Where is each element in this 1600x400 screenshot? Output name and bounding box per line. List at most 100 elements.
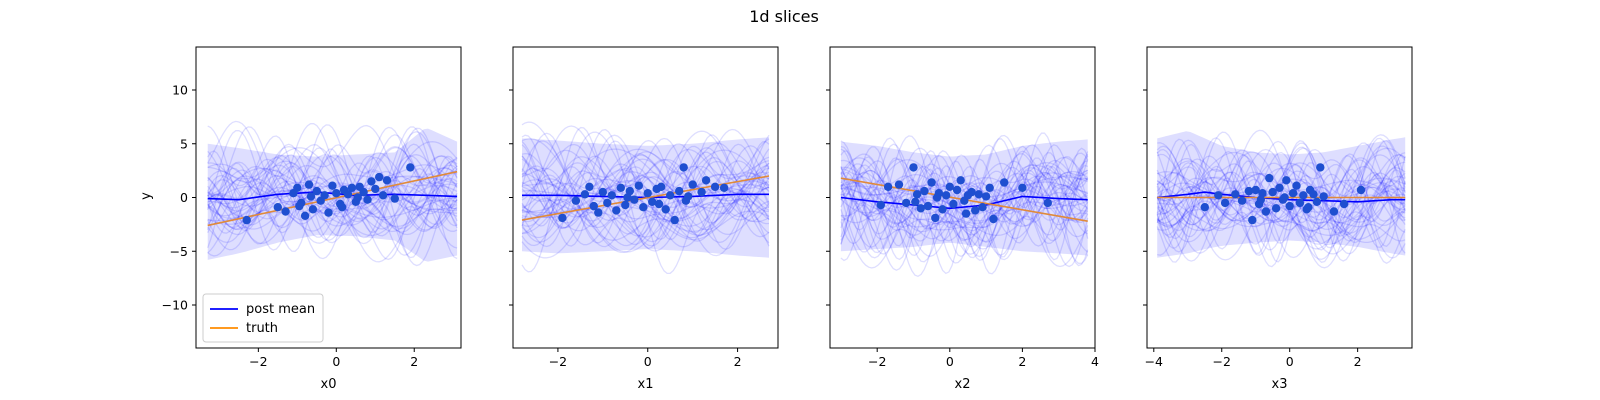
data-point xyxy=(657,182,666,191)
posterior-sample-curve xyxy=(840,171,1088,223)
posterior-sample-curve xyxy=(207,162,458,256)
data-point xyxy=(306,192,316,201)
posterior-sample-curve xyxy=(521,141,770,275)
data-point xyxy=(909,163,918,172)
data-point xyxy=(1265,173,1274,183)
posterior-sample-curve xyxy=(521,179,770,236)
x-tick-label: −2 xyxy=(1213,354,1231,369)
data-point xyxy=(1319,192,1328,201)
figure-title: 1d slices xyxy=(749,7,819,26)
data-point xyxy=(1356,185,1366,195)
data-point xyxy=(912,190,922,199)
y-tick-label: 10 xyxy=(172,83,188,98)
posterior-sample-curve xyxy=(521,165,770,247)
posterior-sample-curve xyxy=(840,165,1089,268)
posterior-sample-curve xyxy=(521,153,770,228)
truth-line xyxy=(207,170,458,227)
data-point xyxy=(920,186,929,196)
data-point xyxy=(382,176,392,185)
posterior-sample-curve xyxy=(207,154,458,230)
data-point xyxy=(639,203,648,212)
data-point xyxy=(378,191,388,200)
data-point xyxy=(293,183,302,192)
posterior-sample-curve xyxy=(840,132,1089,239)
data-point xyxy=(295,201,304,211)
data-point xyxy=(328,181,337,190)
data-point xyxy=(916,204,925,213)
posterior-sample-curve xyxy=(1156,182,1406,236)
data-point xyxy=(621,200,630,210)
posterior-sample-curve xyxy=(1156,142,1406,255)
data-points xyxy=(558,163,729,225)
data-point xyxy=(675,186,684,196)
data-point xyxy=(371,184,380,194)
data-point xyxy=(308,205,318,214)
data-point xyxy=(353,193,362,202)
data-point xyxy=(558,213,567,223)
posterior-sample-curve xyxy=(207,123,458,245)
data-point xyxy=(367,177,376,186)
data-point xyxy=(989,214,998,224)
data-point xyxy=(679,163,688,172)
data-point xyxy=(1312,197,1322,206)
data-point xyxy=(1309,190,1318,199)
posterior-sample-curve xyxy=(521,128,770,248)
y-tick-label: 0 xyxy=(180,190,188,205)
data-point xyxy=(603,198,612,208)
posterior-sample-curve xyxy=(840,134,1089,264)
legend-truth-label: truth xyxy=(246,321,278,336)
panel-x0: −2 0 2 −10 −5 0 5 10 x0 xyxy=(162,46,462,392)
posterior-sample-curve xyxy=(840,164,1089,267)
data-point xyxy=(938,205,947,214)
data-point xyxy=(942,191,951,200)
posterior-sample-curve xyxy=(207,154,458,229)
posterior-sample-curve xyxy=(840,159,1089,224)
posterior-sample-curve xyxy=(521,140,770,229)
data-point xyxy=(710,182,720,191)
x-tick-label: −2 xyxy=(249,354,267,369)
posterior-sample-curve xyxy=(207,147,458,228)
posterior-sample-curve xyxy=(1156,160,1406,203)
data-point xyxy=(332,189,341,198)
posterior-sample-curve xyxy=(207,124,458,251)
data-point xyxy=(1261,207,1271,216)
data-point xyxy=(1251,185,1260,195)
posterior-sample-curve xyxy=(207,126,458,238)
x-tick-label: 2 xyxy=(410,354,418,369)
data-point xyxy=(363,195,372,204)
data-point xyxy=(359,187,368,197)
posterior-sample-curve xyxy=(521,143,770,234)
data-point xyxy=(571,196,581,205)
posterior-sample-curve xyxy=(840,156,1088,258)
panel-x1: −2 0 2 x1 xyxy=(509,46,779,392)
x-axis-label: x2 xyxy=(955,377,971,392)
posterior-sample-curve xyxy=(521,160,770,252)
data-point xyxy=(932,193,942,202)
posterior-sample-curve xyxy=(840,159,1088,228)
x-tick-label: 0 xyxy=(1286,354,1294,369)
data-point xyxy=(894,180,904,189)
legend-box xyxy=(202,293,324,343)
data-point xyxy=(612,206,621,215)
data-point xyxy=(1018,183,1027,192)
data-point xyxy=(1237,196,1247,205)
posterior-sample-curve xyxy=(840,147,1089,255)
data-point xyxy=(324,208,333,217)
posterior-sample-curve xyxy=(207,144,458,226)
posterior-sample-curve xyxy=(1156,140,1406,251)
data-point xyxy=(312,186,321,196)
data-point xyxy=(985,183,994,192)
data-point xyxy=(1304,203,1313,212)
posterior-sample-curve xyxy=(207,167,458,237)
posterior-sample-curve xyxy=(521,142,770,223)
data-point xyxy=(902,198,911,208)
data-point xyxy=(1214,191,1223,200)
posterior-sample-curve xyxy=(521,137,770,248)
data-points xyxy=(1200,163,1366,225)
data-point xyxy=(1258,189,1267,198)
data-point xyxy=(304,180,314,189)
posterior-sample-curve xyxy=(1156,131,1406,251)
data-point xyxy=(945,182,954,191)
data-point xyxy=(585,182,594,191)
posterior-sample-curve xyxy=(840,176,1088,198)
